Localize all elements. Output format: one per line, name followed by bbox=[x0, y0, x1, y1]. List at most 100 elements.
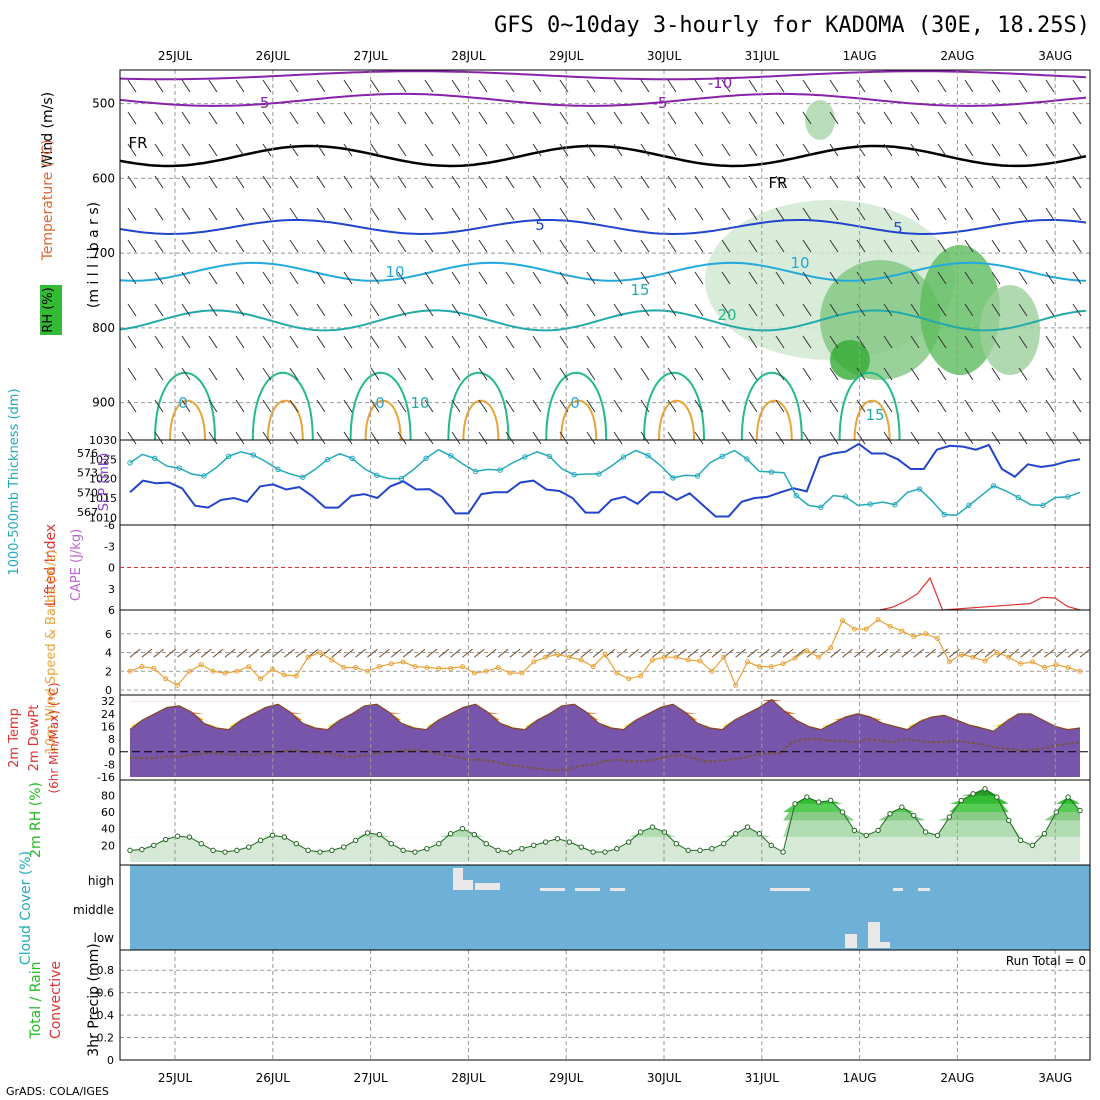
wind-barb bbox=[424, 367, 434, 381]
wind-barb bbox=[991, 367, 1001, 381]
wind-barb bbox=[370, 399, 380, 413]
wind-barb bbox=[586, 335, 596, 349]
surface-wind-barb bbox=[189, 648, 200, 658]
temp-tick-label: 16 bbox=[101, 720, 115, 733]
wind-barb bbox=[667, 271, 677, 285]
wind-barb bbox=[586, 175, 596, 189]
cloud-bar bbox=[540, 888, 565, 891]
temp-tick-label: 8 bbox=[108, 733, 115, 746]
wind-barb bbox=[991, 239, 1001, 253]
wind-speed-marker bbox=[198, 662, 204, 668]
thickness-marker bbox=[694, 473, 701, 479]
wind-barb bbox=[721, 143, 731, 157]
wind-barb bbox=[208, 399, 218, 413]
wind-barb bbox=[694, 335, 704, 349]
wind-barb bbox=[586, 111, 596, 125]
wind-barb bbox=[370, 303, 380, 317]
rh-legend-swatch bbox=[40, 285, 62, 335]
wind-barb bbox=[559, 175, 569, 189]
wind-barb bbox=[1072, 271, 1082, 285]
wind-barb bbox=[613, 335, 623, 349]
wind-barb bbox=[640, 239, 650, 253]
wind-speed-marker bbox=[958, 651, 964, 657]
wind-barb bbox=[478, 271, 488, 285]
wind-barb bbox=[505, 239, 515, 253]
thickness-marker bbox=[546, 453, 553, 460]
wind-speed-marker bbox=[673, 654, 679, 660]
cloud-level-label: low bbox=[94, 931, 115, 945]
rh-marker bbox=[162, 836, 169, 843]
surface-wind-barb bbox=[295, 648, 307, 658]
wind-barb bbox=[829, 207, 839, 221]
chart-root: 25JUL 26JUL 27JUL 28JUL 29JUL 30JUL 31JUL 1AUG 2… bbox=[7, 49, 1091, 1085]
thickness-marker bbox=[744, 456, 750, 462]
wind-tick-label: 4 bbox=[105, 647, 112, 660]
thickness-marker bbox=[151, 455, 158, 462]
wind-speed-marker bbox=[507, 670, 513, 676]
wind-barb bbox=[208, 175, 218, 189]
wind-speed-marker bbox=[1065, 665, 1071, 670]
top-date-label: 30JUL bbox=[647, 49, 682, 63]
wind-barb bbox=[316, 303, 326, 317]
rh-marker bbox=[281, 834, 288, 840]
rh-marker bbox=[578, 844, 584, 850]
contour-label: 10 bbox=[410, 394, 429, 412]
wind-barb bbox=[154, 79, 164, 93]
temp-axis-label: 2m Temp bbox=[7, 708, 22, 768]
rh-tick-label: 80 bbox=[101, 789, 115, 802]
wind-barb bbox=[1072, 207, 1082, 221]
wind-barb bbox=[748, 175, 758, 189]
thickness-marker bbox=[1040, 502, 1046, 509]
thickness-marker bbox=[497, 467, 503, 473]
wind-barb bbox=[289, 303, 299, 317]
wind-barb bbox=[964, 367, 974, 381]
pressure-tick-label: 600 bbox=[92, 171, 115, 185]
wind-barb bbox=[235, 431, 245, 445]
cloud-level-label: high bbox=[88, 874, 114, 888]
temp-tick-label: 32 bbox=[101, 695, 115, 708]
surface-wind-barb bbox=[580, 648, 592, 658]
surface-wind-barb bbox=[889, 648, 901, 658]
wind-speed-marker bbox=[519, 670, 525, 676]
thickness-marker bbox=[423, 455, 429, 462]
precip-tick-label: 0.8 bbox=[97, 964, 115, 977]
thickness-marker bbox=[645, 452, 651, 459]
wind-barb bbox=[937, 335, 947, 349]
slp-axis-label: SLP (mb) bbox=[97, 453, 112, 512]
wind-barb bbox=[208, 271, 218, 285]
rh-marker bbox=[851, 827, 858, 834]
surface-wind-barb bbox=[687, 648, 699, 658]
rh-marker bbox=[127, 847, 133, 854]
wind-barb bbox=[451, 271, 461, 285]
surface-wind-barb bbox=[272, 648, 283, 658]
wind-barb bbox=[262, 367, 272, 381]
wind-barb bbox=[856, 303, 866, 317]
slp-tick-label: 1020 bbox=[89, 473, 117, 486]
rh-marker bbox=[174, 833, 181, 839]
contour-label: 5 bbox=[893, 219, 903, 237]
wind-speed-marker bbox=[234, 668, 240, 674]
thickness-tick-label: 576 bbox=[77, 447, 98, 460]
wind-barb bbox=[235, 79, 245, 93]
surface-wind-barb bbox=[236, 648, 248, 658]
thickness-marker bbox=[719, 453, 725, 460]
wind-barb bbox=[937, 367, 947, 381]
wind-barb bbox=[910, 431, 920, 445]
wind-barb bbox=[1018, 79, 1028, 93]
wind-barb bbox=[451, 143, 461, 157]
wind-barb bbox=[532, 303, 542, 317]
wind-barb bbox=[181, 367, 191, 381]
thickness-marker bbox=[620, 454, 627, 460]
wind-barb bbox=[424, 239, 434, 253]
wind-barb bbox=[775, 399, 785, 413]
wind-speed-marker bbox=[388, 661, 394, 667]
wind-speed-marker bbox=[448, 665, 454, 671]
wind-barb bbox=[586, 143, 596, 157]
wind-barb bbox=[829, 431, 839, 445]
cloud-bar bbox=[845, 934, 857, 948]
rh-marker bbox=[697, 847, 703, 854]
thickness-line bbox=[129, 448, 1081, 516]
precip-axis-label: 3hr Precip (mm) bbox=[86, 943, 102, 1056]
wind-barb bbox=[208, 111, 218, 125]
wind-barb bbox=[937, 175, 947, 189]
